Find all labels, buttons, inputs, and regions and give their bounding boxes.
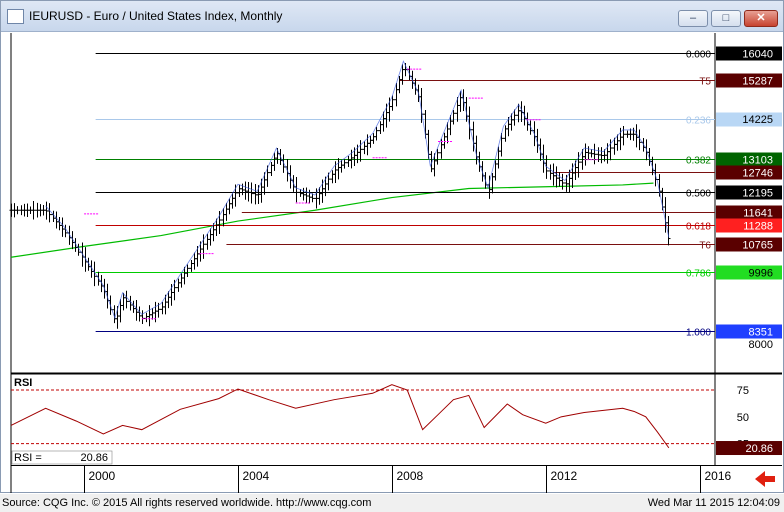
level-value-label: 11288 (743, 221, 773, 233)
time-tick-label: 2016 (705, 469, 732, 483)
level-fib-label: 0.236 (686, 116, 711, 127)
level-value-label: 11641 (743, 208, 773, 220)
rsi-title: RSI (14, 377, 32, 389)
title-bar: IEURUSD - Euro / United States Index, Mo… (1, 1, 783, 32)
level-value-box (716, 73, 782, 88)
rsi-line (10, 384, 670, 449)
close-button[interactable]: ✕ (744, 10, 778, 27)
scroll-arrow-icon (755, 471, 775, 487)
level-value-label: 12195 (742, 188, 773, 200)
rsi-value-label: 20.86 (745, 443, 773, 455)
level-fib-label: 0.786 (686, 269, 711, 280)
source-credit: Source: CQG Inc. © 2015 All rights reser… (2, 497, 372, 509)
level-fib-label: 0.000 (686, 50, 711, 61)
time-tick-label: 2000 (89, 469, 116, 483)
level-value-label: 9996 (749, 268, 773, 280)
rsi-readout-value: 20.86 (80, 452, 108, 464)
level-value-box (716, 165, 782, 180)
time-axis: 2000 2004 2008 2012 2016 (11, 465, 782, 493)
price-tick-label: 14225 (742, 114, 773, 126)
level-value-label: 15287 (742, 76, 773, 88)
level-value-box (716, 324, 782, 339)
level-value-label: 16040 (742, 49, 773, 61)
level-fib-label: T6 (699, 241, 711, 252)
time-tick-label: 2012 (551, 469, 578, 483)
level-value-box (716, 237, 782, 252)
price-panel: 8000 0.000 16040 T5 15287 0.236 0.382 131031274… (9, 33, 782, 493)
level-value-box (716, 265, 782, 280)
level-value-box (716, 152, 782, 167)
status-datetime: Wed Mar 11 2015 12:04:09 (647, 497, 780, 509)
level-value-box (716, 205, 782, 220)
moving-average-line (10, 182, 654, 258)
rsi-tick-label: 50 (737, 412, 749, 424)
time-tick-label: 2004 (243, 469, 270, 483)
level-fib-label: 0.618 (686, 222, 711, 233)
level-value-label: 12746 (742, 168, 773, 180)
level-fib-label: 1.000 (686, 328, 711, 339)
chart-canvas: 8000 0.000 16040 T5 15287 0.236 0.382 131031274… (9, 33, 782, 493)
chart-app-icon (7, 9, 24, 24)
chart-window: IEURUSD - Euro / United States Index, Mo… (0, 0, 784, 493)
level-value-label: 8351 (749, 327, 773, 339)
level-value-box (716, 46, 782, 61)
rsi-readout-label: RSI = (14, 452, 42, 464)
rsi-tick-label: 75 (737, 385, 749, 397)
maximize-button[interactable]: □ (711, 10, 741, 27)
rsi-value-box (716, 441, 782, 456)
window-title: IEURUSD - Euro / United States Index, Mo… (29, 9, 283, 23)
price-tick-label: 8000 (749, 339, 773, 351)
level-value-box (716, 218, 782, 233)
level-value-label: 13103 (742, 155, 773, 167)
level-value-box (716, 112, 782, 127)
rsi-readout-box (11, 450, 113, 465)
minimize-button[interactable]: – (678, 10, 708, 27)
level-value-box (716, 185, 782, 200)
status-bar: Source: CQG Inc. © 2015 All rights reser… (0, 494, 784, 512)
time-tick-label: 2008 (397, 469, 424, 483)
level-fib-label: T5 (699, 77, 711, 88)
level-value-label: 10765 (742, 240, 773, 252)
short-average-line (45, 60, 670, 320)
level-fib-label: 0.500 (686, 189, 711, 200)
level-fib-label: 0.382 (686, 156, 711, 167)
